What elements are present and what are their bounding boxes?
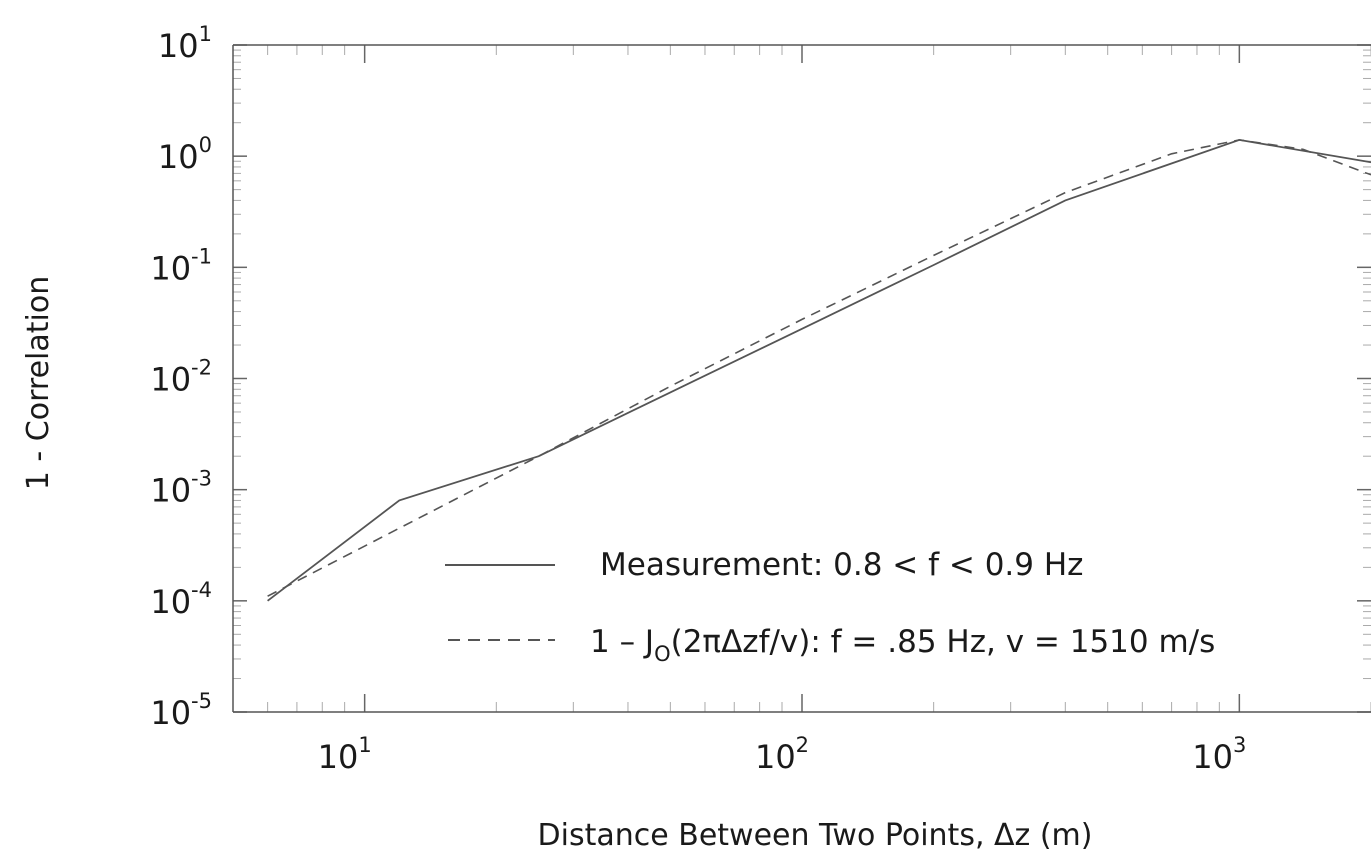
y-tick-label: 10-1 bbox=[150, 244, 212, 287]
y-tick-label: 10-5 bbox=[150, 689, 212, 732]
x-tick-label: 102 bbox=[755, 733, 809, 776]
series-line-measurement bbox=[267, 138, 1371, 602]
x-axis-title: Distance Between Two Points, Δz (m) bbox=[538, 818, 1093, 853]
y-tick-label: 101 bbox=[158, 22, 212, 65]
x-tick-label: 101 bbox=[318, 733, 372, 776]
plot-frame bbox=[232, 44, 1371, 713]
y-tick-label: 10-2 bbox=[150, 356, 212, 399]
minor-ticks bbox=[232, 45, 1371, 712]
tick-labels: 101 100 10-1 10-2 10-3 10-4 10-5 101 102 103 bbox=[150, 22, 1246, 776]
y-axis-title: 1 - Correlation bbox=[21, 276, 56, 490]
legend-label-model: 1 – JO(2πΔzf/v): f = .85 Hz, v = 1510 m/… bbox=[590, 624, 1215, 666]
legend-label-measurement: Measurement: 0.8 < f < 0.9 Hz bbox=[600, 547, 1083, 583]
y-tick-label: 100 bbox=[158, 133, 212, 176]
major-ticks bbox=[233, 44, 1371, 713]
series-line-model bbox=[267, 139, 1371, 597]
series-lines bbox=[267, 138, 1371, 602]
legend-model-subscript: O bbox=[654, 642, 671, 666]
y-tick-label: 10-3 bbox=[150, 467, 212, 510]
legend-model-prefix: 1 – J bbox=[590, 624, 654, 660]
y-tick-label: 10-4 bbox=[150, 578, 212, 621]
legend-model-suffix: (2πΔzf/v): f = .85 Hz, v = 1510 m/s bbox=[671, 624, 1216, 660]
x-tick-label: 103 bbox=[1192, 733, 1246, 776]
legend: Measurement: 0.8 < f < 0.9 Hz 1 – JO(2πΔ… bbox=[445, 547, 1215, 666]
